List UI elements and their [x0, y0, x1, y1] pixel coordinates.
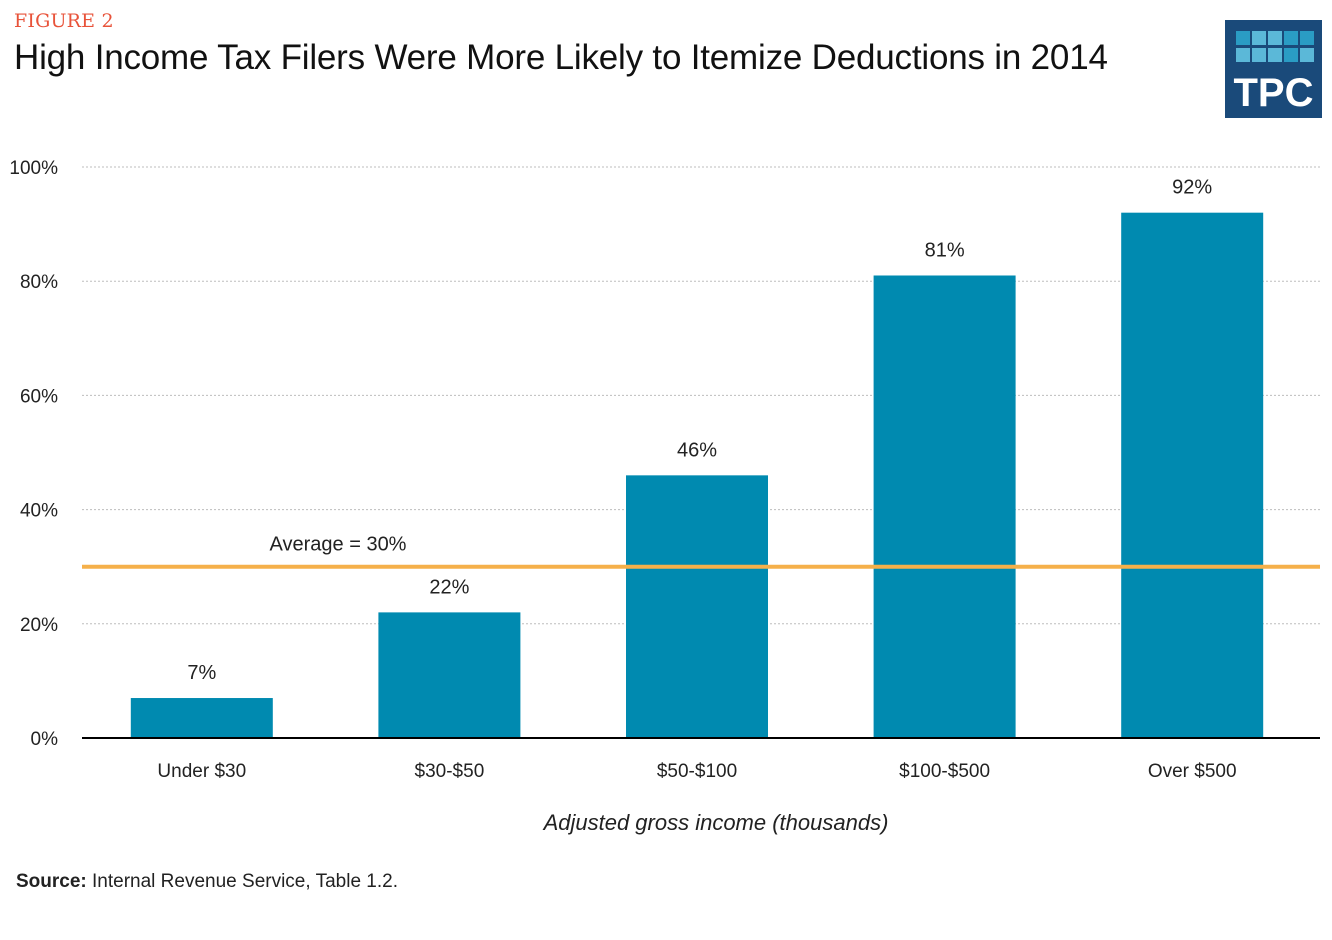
x-tick-label: Under $30 [157, 761, 246, 782]
source-text: Internal Revenue Service, Table 1.2. [92, 871, 398, 892]
figure-label: FIGURE 2 [14, 10, 114, 32]
value-label: 92% [1172, 177, 1212, 199]
logo-square [1236, 48, 1250, 62]
chart-title: High Income Tax Filers Were More Likely … [14, 38, 1108, 77]
value-labels: 7% 22% 46% 81% 92% [187, 177, 1212, 684]
x-axis-label: Adjusted gross income (thousands) [542, 810, 889, 835]
logo-square [1268, 31, 1282, 45]
average-line-group: Average = 30% [82, 534, 1320, 569]
logo-square [1284, 48, 1298, 62]
value-label: 81% [925, 239, 965, 261]
bar [1121, 212, 1264, 738]
x-tick-label: $30-$50 [415, 761, 485, 782]
logo-square [1236, 31, 1250, 45]
logo-square [1252, 31, 1266, 45]
bar [378, 612, 521, 738]
bar [873, 275, 1016, 738]
y-tick-label: 100% [9, 158, 58, 179]
bar [626, 475, 768, 738]
logo-square [1268, 48, 1282, 62]
x-tick-label: $50-$100 [657, 761, 737, 782]
x-tick-labels: Under $30 $30-$50 $50-$100 $100-$500 Over $5… [157, 761, 1236, 782]
value-label: 7% [187, 662, 216, 684]
value-label: 46% [677, 439, 717, 461]
logo-square [1300, 48, 1314, 62]
bars [130, 212, 1264, 738]
y-tick-labels: 0% 20% 40% 60% 80% 100% [9, 158, 58, 750]
y-tick-label: 40% [20, 501, 58, 522]
y-tick-label: 20% [20, 615, 58, 636]
tpc-logo: TPC [1225, 20, 1322, 118]
bar [130, 698, 273, 738]
y-tick-label: 0% [31, 729, 59, 750]
average-label: Average = 30% [270, 534, 407, 556]
x-tick-label: $100-$500 [899, 761, 990, 782]
source-note: Source: Internal Revenue Service, Table … [16, 871, 398, 893]
source-label: Source: [16, 871, 87, 892]
logo-square [1300, 31, 1314, 45]
value-label: 22% [429, 576, 469, 598]
logo-square [1284, 31, 1298, 45]
y-tick-label: 80% [20, 272, 58, 293]
x-tick-label: Over $500 [1148, 761, 1237, 782]
logo-square [1252, 48, 1266, 62]
logo-text: TPC [1233, 71, 1314, 115]
y-tick-label: 60% [20, 386, 58, 407]
